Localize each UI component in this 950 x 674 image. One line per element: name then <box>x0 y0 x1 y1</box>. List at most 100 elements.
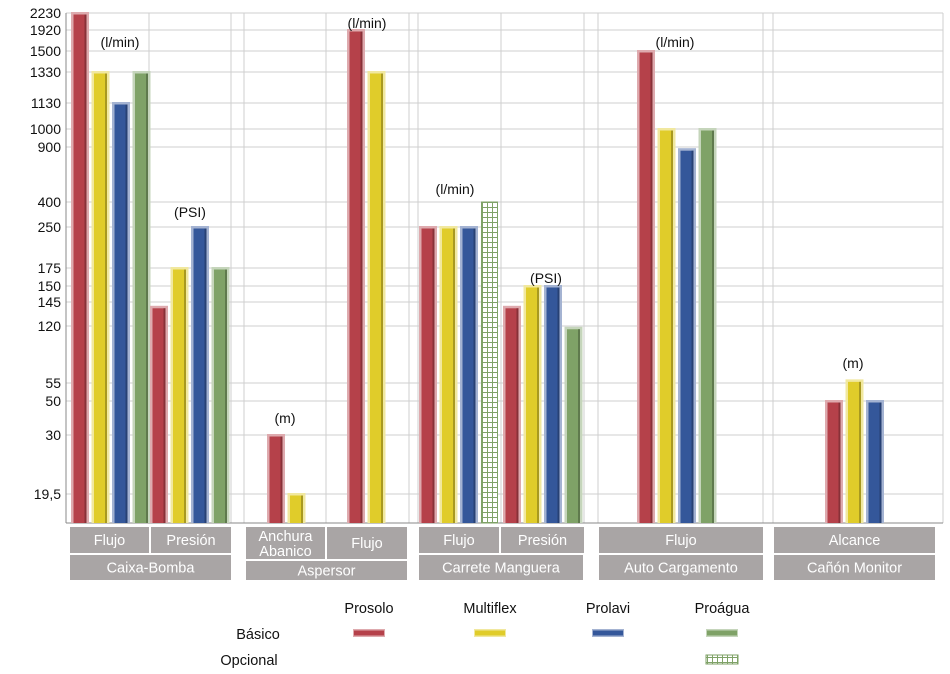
y-tick-label: 19,5 <box>34 486 61 502</box>
bar <box>71 12 89 523</box>
bar-fill <box>526 287 539 523</box>
main-category-label-box <box>599 555 763 580</box>
bar <box>503 305 521 523</box>
bar-fill <box>546 287 560 523</box>
bar-fill <box>73 14 87 523</box>
main-category-label-box <box>774 555 935 580</box>
bar <box>523 285 542 523</box>
legend-swatch <box>474 629 506 637</box>
bars <box>71 12 884 524</box>
bar-fill <box>152 308 166 523</box>
sub-category-label-text: Flujo <box>443 533 474 549</box>
bar <box>544 285 562 523</box>
y-tick-label: 1130 <box>31 95 61 111</box>
bar <box>191 226 209 523</box>
bar <box>419 226 437 523</box>
sub-category-label-text: Presión <box>166 533 215 549</box>
bar-fill <box>114 104 128 523</box>
bar <box>637 50 655 523</box>
unit-labels: (l/min) (PSI) (m) (l/min) (l/min) (PSI) (l/min… <box>101 15 864 426</box>
bar-shade <box>381 73 383 523</box>
bar-shade <box>557 287 560 523</box>
legend-swatch <box>353 629 385 637</box>
sub-category-label: Flujo <box>327 527 407 559</box>
sub-category-label-box <box>774 527 935 553</box>
bar-shade <box>301 495 303 523</box>
sub-category-label-text: Flujo <box>94 533 125 549</box>
bar <box>267 434 285 523</box>
y-tick-label: 900 <box>38 139 62 155</box>
bar <box>150 305 168 523</box>
bar <box>347 29 365 523</box>
bar-shade <box>537 287 539 523</box>
bar-shade <box>671 130 673 523</box>
bar-shade <box>163 308 166 523</box>
legend-swatch-fill <box>593 630 623 636</box>
sub-category-label-text: Abanico <box>259 544 311 560</box>
sub-category-label-text: Anchura <box>258 529 313 545</box>
bar <box>367 71 386 523</box>
bar <box>211 267 230 523</box>
unit-label: (l/min) <box>101 34 140 50</box>
bar-fill <box>193 228 207 523</box>
legend-swatch <box>706 629 738 637</box>
y-tick-label: 400 <box>38 194 62 210</box>
main-category-label: Caixa-Bomba <box>70 555 231 580</box>
sub-category-label-text: Alcance <box>829 533 881 549</box>
bar <box>825 400 843 523</box>
bar-shade <box>650 52 653 523</box>
bar-fill <box>639 52 653 523</box>
y-tick-label: 1000 <box>30 121 61 137</box>
bar-shade <box>105 73 107 523</box>
main-category-label: Cañón Monitor <box>774 555 935 580</box>
bar-shade <box>691 150 694 523</box>
bar-shade <box>184 269 186 523</box>
main-category-label-box <box>419 555 583 580</box>
y-tick-label: 250 <box>38 219 62 235</box>
bar-shade <box>473 228 476 523</box>
sub-category-label-box <box>327 527 407 559</box>
legend-row-label: Básico <box>236 627 280 643</box>
bar-fill <box>462 228 476 523</box>
bar-fill <box>421 228 435 523</box>
bar-fill <box>701 130 714 523</box>
bar-fill <box>680 150 694 523</box>
legend-swatch-fill <box>475 630 505 636</box>
bar-shade <box>712 130 714 523</box>
legend: Prosolo Multiflex Prolavi Proágua Básico Opci… <box>220 601 750 669</box>
y-tick-label: 55 <box>45 375 61 391</box>
legend-row-label: Opcional <box>220 653 277 669</box>
main-category-label: Auto Cargamento <box>599 555 763 580</box>
sub-category-label-box <box>599 527 763 553</box>
bar <box>439 226 458 523</box>
y-tick-label: 1330 <box>30 64 61 80</box>
legend-series-label: Proágua <box>695 601 751 617</box>
unit-label: (l/min) <box>348 15 387 31</box>
main-category-label-text: Aspersor <box>297 564 355 580</box>
bar <box>866 400 884 523</box>
sub-category-label-text: Flujo <box>665 533 696 549</box>
bar-group <box>150 226 230 523</box>
sub-category-label-box <box>151 527 231 553</box>
unit-label: (l/min) <box>436 181 475 197</box>
main-category-label-text: Carrete Manguera <box>442 561 561 577</box>
main-category-label: Aspersor <box>246 561 407 580</box>
y-tick-label: 1500 <box>30 43 61 59</box>
legend-series-label: Multiflex <box>463 601 517 617</box>
bar-shade <box>516 308 519 523</box>
sub-category-label-box <box>246 527 325 559</box>
bar-fill <box>442 228 455 523</box>
bar-fill <box>567 329 580 523</box>
bar-fill <box>370 73 383 523</box>
bar-shade <box>204 228 207 523</box>
sub-category-label-box <box>501 527 584 553</box>
bar-fill <box>173 269 186 523</box>
bar-fill <box>827 402 841 523</box>
y-tick-label: 30 <box>45 427 61 443</box>
main-category-label-text: Cañón Monitor <box>807 561 902 577</box>
bar-shade <box>146 73 148 523</box>
bar <box>91 71 110 523</box>
y-tick-label: 2230 <box>30 5 61 21</box>
y-tick-label: 120 <box>38 318 62 334</box>
